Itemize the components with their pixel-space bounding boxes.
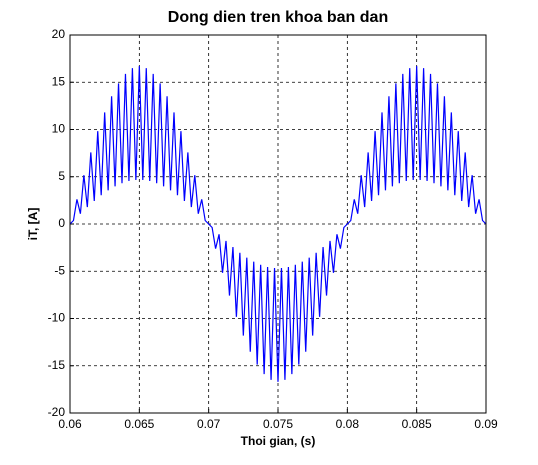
x-tick-label: 0.08 — [336, 417, 360, 431]
x-tick-label: 0.06 — [58, 417, 82, 431]
x-tick-label: 0.075 — [263, 417, 293, 431]
x-tick-label: 0.065 — [124, 417, 154, 431]
x-tick-label: 0.07 — [197, 417, 221, 431]
y-tick-label: 10 — [52, 122, 66, 136]
y-tick-label: 15 — [52, 74, 66, 88]
y-tick-label: -20 — [48, 405, 66, 419]
x-axis-label: Thoi gian, (s) — [241, 434, 316, 448]
y-axis-label: iT, [A] — [26, 208, 40, 241]
chart-title: Dong dien tren khoa ban dan — [168, 9, 388, 26]
y-tick-label: -10 — [48, 311, 66, 325]
y-tick-label: 0 — [58, 216, 65, 230]
y-tick-label: 20 — [52, 27, 66, 41]
y-tick-label: -15 — [48, 358, 66, 372]
plot-frame — [69, 34, 487, 414]
x-tick-label: 0.085 — [402, 417, 432, 431]
x-tick-label: 0.09 — [474, 417, 498, 431]
y-tick-label: 5 — [58, 169, 65, 183]
y-tick-label: -5 — [54, 263, 65, 277]
data-line — [69, 66, 487, 382]
